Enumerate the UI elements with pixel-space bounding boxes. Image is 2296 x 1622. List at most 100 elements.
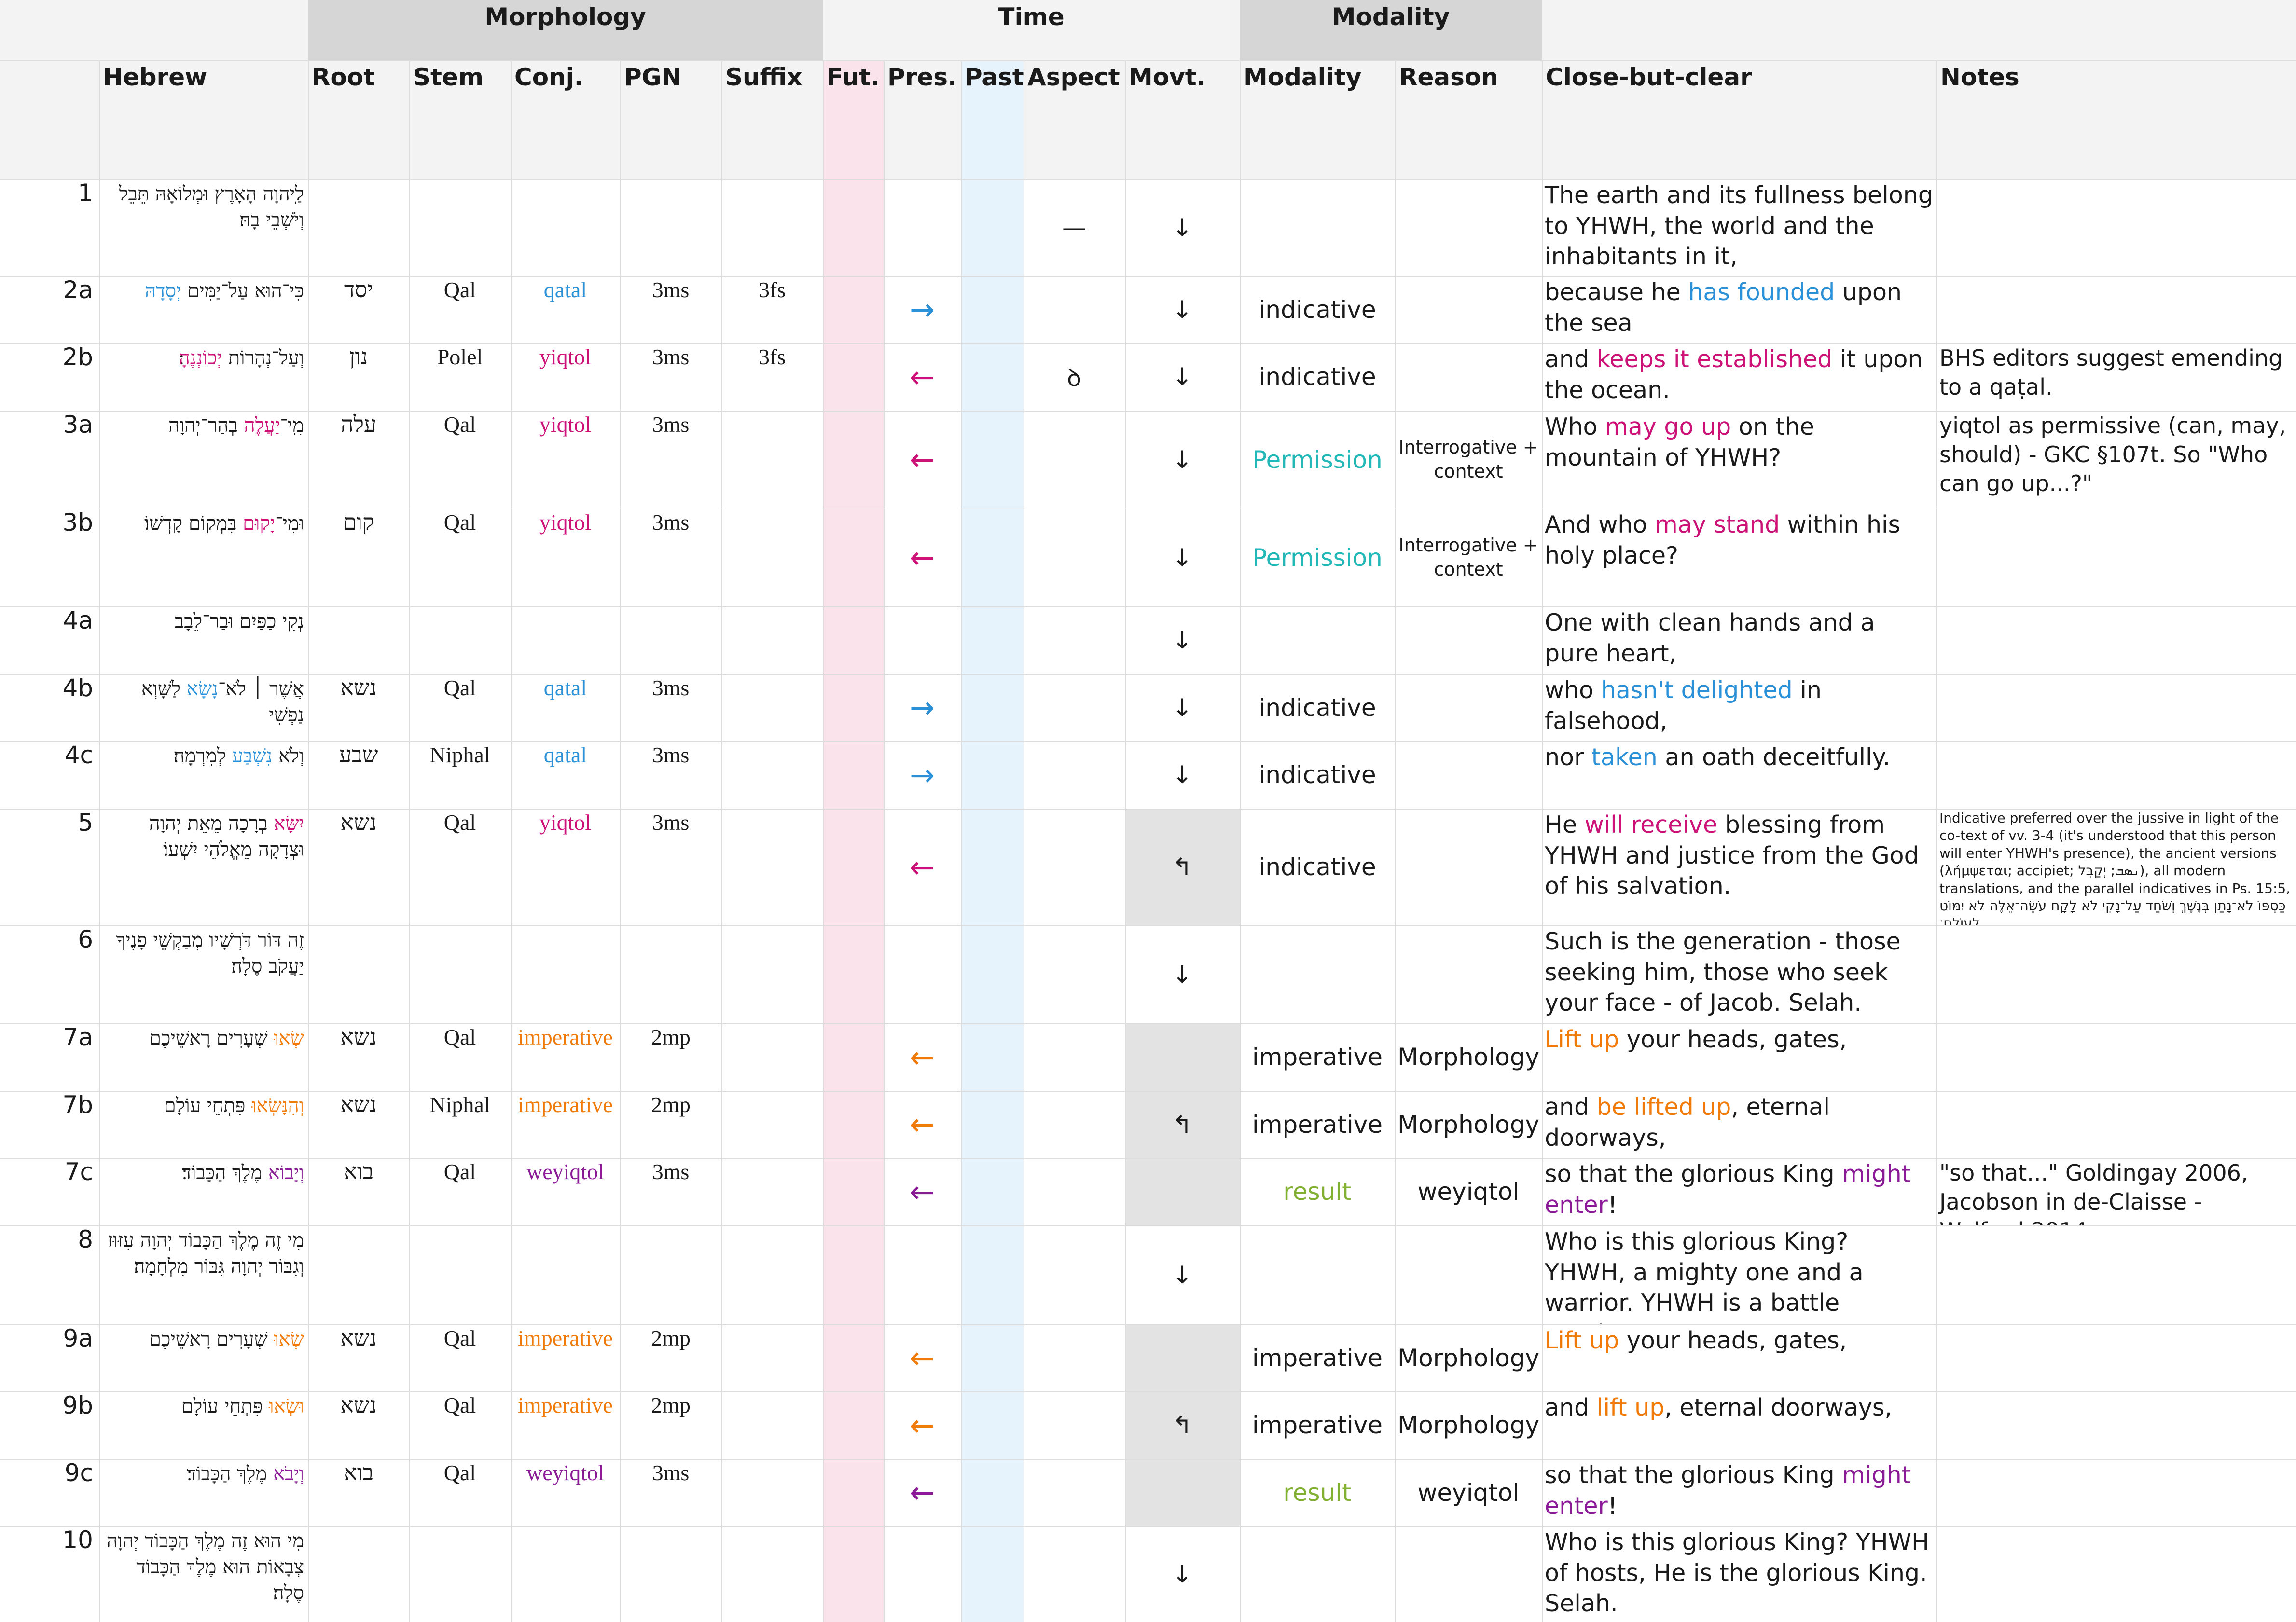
translation-pre: and [1545, 1093, 1597, 1121]
pgn-cell: 2mp [620, 1391, 721, 1459]
translation-verb: keeps it established [1596, 345, 1833, 373]
note-cell: Indicative preferred over the jussive in… [1936, 809, 2296, 925]
row-number: 9c [64, 1459, 93, 1487]
pgn-cell: 2mp [620, 1091, 721, 1158]
return-arrow-icon: ↰ [1172, 1411, 1192, 1439]
row-divider [0, 1526, 2296, 1527]
modality-cell: imperative [1240, 1391, 1395, 1459]
suffix-value: 3fs [758, 344, 786, 369]
translation-cell: and lift up, eternal doorways, [1542, 1391, 1936, 1459]
hebrew-text: זֶה דּוֹר דֹּרְשָׁיו מְבַקְשֵׁי פָנֶיךָ … [99, 925, 308, 1023]
stem-value: Qal [443, 1393, 476, 1417]
reason-cell: Morphology [1395, 1023, 1542, 1091]
reason-value: Morphology [1397, 1110, 1540, 1139]
translation-verb: lift up [1596, 1394, 1665, 1421]
col-header-close[interactable]: Close-but-clear [1546, 63, 1752, 91]
hebrew-text: מִי הוּא זֶה מֶלֶךְ הַכָּבוֹד יְהוָה צְב… [99, 1526, 308, 1622]
col-header-suffix[interactable]: Suffix [725, 63, 802, 91]
translation-pre: because he [1545, 278, 1688, 306]
hebrew-text: לַֽיהוָה הָאָרֶץ וּמְלוֹאָהּ תֵּבֵל וְיֹ… [99, 179, 308, 276]
time-arrow: ← [884, 509, 961, 606]
root-cell: עלה [308, 411, 409, 509]
arrow-left-icon: ← [910, 849, 935, 885]
col-header-root[interactable]: Root [312, 63, 375, 91]
arrow-left-icon: ← [910, 1174, 935, 1210]
root-value: נשא [340, 1326, 377, 1350]
row-number: 7c [64, 1158, 93, 1186]
arrow-left-icon: ← [910, 442, 935, 477]
hebrew-pre: כִּי־הוּא עַל־יַמִּים [181, 280, 304, 302]
reason-cell: Interrogative + context [1395, 509, 1542, 606]
hebrew-pre: נְקִי כַפַּיִם וּבַר־לֵבָב [174, 610, 304, 632]
hebrew-verb: יַעֲלֶה [244, 414, 280, 437]
root-cell: בוא [308, 1459, 409, 1526]
col-header-past[interactable]: Past [965, 63, 1024, 91]
col-header-conj[interactable]: Conj. [514, 63, 583, 91]
modality-cell: result [1240, 1459, 1395, 1526]
row-divider [0, 1324, 2296, 1325]
hebrew-post: לְמִרְמָה׃ [173, 745, 233, 767]
modality-value: imperative [1252, 1344, 1383, 1372]
hebrew-post: בִּמְקוֹם קָדְשׁוֹ׃ [144, 512, 243, 535]
stem-value: Niphal [429, 1092, 490, 1117]
translation-pre: who [1545, 676, 1601, 704]
root-value: נשא [340, 1025, 377, 1049]
hebrew-verb: יְסָדָהּ [145, 280, 181, 302]
pgn-value: 3ms [652, 1159, 690, 1184]
conj-value: yiqtol [539, 344, 592, 369]
reason-value: Morphology [1397, 1344, 1540, 1372]
translation-cell: so that the glorious King might enter! [1542, 1158, 1936, 1225]
row-number: 4a [63, 606, 93, 634]
col-header-stem[interactable]: Stem [413, 63, 484, 91]
arrow-right-icon: → [910, 690, 935, 725]
pgn-value: 3ms [652, 510, 690, 535]
conj-value: yiqtol [539, 412, 592, 437]
translation-pre: One with clean hands and a pure heart, [1545, 609, 1875, 667]
row-number: 9a [63, 1324, 93, 1352]
root-value: קום [343, 510, 374, 535]
time-arrow: ← [884, 1391, 961, 1459]
reason-value: Interrogative + context [1398, 535, 1538, 580]
translation-cell: and keeps it established it upon the oce… [1542, 343, 1936, 411]
hebrew-verb: וּשְׂאוּ [269, 1395, 304, 1417]
hebrew-verb: וְיָבֹא [273, 1463, 304, 1485]
conj-value: weyiqtol [526, 1460, 604, 1485]
col-header-movt[interactable]: Movt. [1129, 63, 1206, 91]
suffix-cell: 3fs [721, 343, 823, 411]
col-header-aspect[interactable]: Aspect [1027, 63, 1120, 91]
hebrew-verb: יִשָּׂא [274, 812, 304, 835]
root-cell: נשא [308, 1391, 409, 1459]
return-arrow-icon: ↰ [1172, 1110, 1192, 1139]
root-value: יסד [344, 277, 373, 302]
col-header-fut[interactable]: Fut. [827, 63, 880, 91]
aspect-cell: ꝺ [1024, 343, 1125, 411]
conj-cell: imperative [511, 1324, 620, 1391]
col-header-pres[interactable]: Pres. [887, 63, 957, 91]
col-header-pgn[interactable]: PGN [624, 63, 682, 91]
row-divider [0, 411, 2296, 412]
conj-value: qatal [543, 742, 587, 767]
pgn-value: 2mp [651, 1393, 691, 1417]
conj-value: imperative [518, 1393, 613, 1417]
root-value: בוא [344, 1460, 373, 1485]
hebrew-text: וְיָבוֹא מֶלֶךְ הַכָּבוֹד׃ [99, 1158, 308, 1225]
translation-cell: Lift up your heads, gates, [1542, 1324, 1936, 1391]
stem-value: Qal [443, 510, 476, 535]
col-header-hebrew[interactable]: Hebrew [103, 63, 207, 91]
col-header-modality[interactable]: Modality [1244, 63, 1362, 91]
pgn-cell: 2mp [620, 1023, 721, 1091]
hebrew-text: וְיָבֹא מֶלֶךְ הַכָּבוֹד׃ [99, 1459, 308, 1526]
modality-cell: indicative [1240, 674, 1395, 741]
translation-post: ! [1607, 1191, 1618, 1219]
movement-block-shade [1125, 1023, 1240, 1225]
modality-cell: Permission [1240, 411, 1395, 509]
stem-value: Qal [443, 1460, 476, 1485]
translation-pre: and [1545, 1394, 1597, 1421]
note-text: "so that..." Goldingay 2006, Jacobson in… [1939, 1160, 2248, 1225]
modality-cell: imperative [1240, 1023, 1395, 1091]
col-header-notes[interactable]: Notes [1940, 63, 2019, 91]
translation-pre: He [1545, 811, 1585, 838]
col-header-reason[interactable]: Reason [1399, 63, 1498, 91]
modality-cell: indicative [1240, 343, 1395, 411]
stem-value: Qal [443, 1025, 476, 1049]
